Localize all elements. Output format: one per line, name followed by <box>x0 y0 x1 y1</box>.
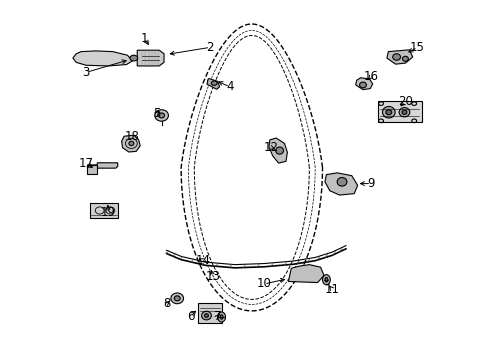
Polygon shape <box>137 50 163 66</box>
Polygon shape <box>268 138 287 163</box>
Ellipse shape <box>382 107 394 118</box>
Text: 12: 12 <box>264 141 278 154</box>
Text: 15: 15 <box>409 41 424 54</box>
Text: 3: 3 <box>82 66 89 79</box>
Polygon shape <box>73 51 132 66</box>
Text: 20: 20 <box>397 95 412 108</box>
Text: 16: 16 <box>363 69 378 82</box>
Ellipse shape <box>201 311 211 320</box>
Ellipse shape <box>174 296 180 301</box>
Bar <box>198 303 221 323</box>
Text: 4: 4 <box>225 80 233 93</box>
Ellipse shape <box>322 275 330 285</box>
Ellipse shape <box>158 113 164 118</box>
Text: 1: 1 <box>141 32 148 45</box>
Ellipse shape <box>402 56 407 61</box>
Ellipse shape <box>359 82 366 88</box>
Ellipse shape <box>217 312 225 322</box>
Polygon shape <box>325 173 357 195</box>
Ellipse shape <box>401 110 406 114</box>
Ellipse shape <box>204 314 208 318</box>
Text: 17: 17 <box>79 157 93 170</box>
Polygon shape <box>122 135 140 152</box>
Text: 5: 5 <box>153 107 160 120</box>
Text: 18: 18 <box>124 130 140 144</box>
Polygon shape <box>206 78 219 89</box>
Text: 6: 6 <box>187 310 194 323</box>
Polygon shape <box>87 163 118 168</box>
Ellipse shape <box>129 141 134 145</box>
Ellipse shape <box>155 110 168 121</box>
Text: 19: 19 <box>100 207 115 220</box>
Polygon shape <box>355 78 372 90</box>
Text: 8: 8 <box>163 297 170 310</box>
Ellipse shape <box>336 177 346 186</box>
Ellipse shape <box>211 81 217 85</box>
Polygon shape <box>288 265 324 283</box>
Text: 14: 14 <box>195 254 210 267</box>
Ellipse shape <box>170 293 183 304</box>
Text: 10: 10 <box>256 278 271 291</box>
Ellipse shape <box>398 108 409 117</box>
Ellipse shape <box>392 54 400 60</box>
Polygon shape <box>386 50 412 64</box>
Polygon shape <box>87 165 97 174</box>
Bar <box>90 203 118 218</box>
Text: 2: 2 <box>206 41 214 54</box>
Text: 13: 13 <box>205 270 220 283</box>
Ellipse shape <box>325 278 327 282</box>
Text: 7: 7 <box>213 310 221 323</box>
Text: 11: 11 <box>324 283 339 296</box>
Ellipse shape <box>220 315 223 319</box>
Ellipse shape <box>385 110 391 115</box>
Bar <box>377 102 421 122</box>
Ellipse shape <box>130 55 138 61</box>
Text: 9: 9 <box>367 177 374 190</box>
Ellipse shape <box>275 147 283 154</box>
